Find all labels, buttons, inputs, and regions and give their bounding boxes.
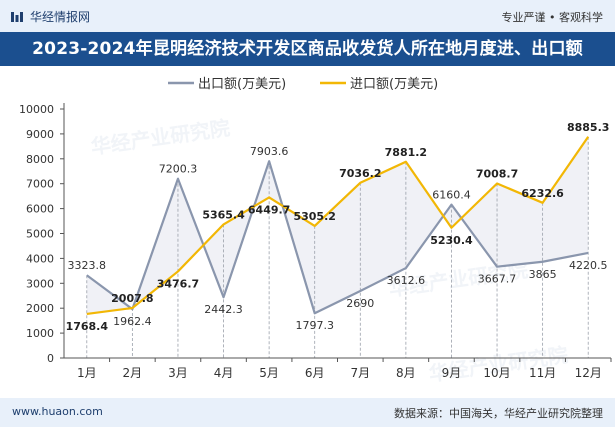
export-value-label: 4220.5 (569, 259, 608, 272)
import-value-label: 3476.7 (157, 277, 199, 290)
title-bar: 2023-2024年昆明经济技术开发区商品收发货人所在地月度进、出口额 (0, 32, 615, 66)
y-tick-label: 2000 (26, 302, 54, 315)
x-tick-label: 10月 (483, 366, 510, 380)
y-tick-label: 1000 (26, 327, 54, 340)
import-value-label: 7036.2 (339, 167, 381, 180)
export-value-label: 1962.4 (113, 315, 152, 328)
import-value-label: 1768.4 (66, 320, 109, 333)
import-value-label: 5230.4 (430, 234, 473, 247)
brand-logo-icon (11, 11, 23, 22)
y-tick-label: 5000 (26, 228, 54, 241)
gap-area (86, 136, 589, 314)
export-line (86, 160, 589, 315)
import-value-label: 8885.3 (567, 121, 609, 134)
watermark-text: 华经产业研究院 (89, 116, 231, 159)
export-value-label: 2690 (346, 297, 374, 310)
export-value-label: 1797.3 (295, 319, 334, 332)
export-value-label: 3612.6 (387, 274, 426, 287)
line-chart: 华经产业研究院华经产业研究院华经产业研究院0100020003000400050… (19, 77, 612, 386)
brand-name: 华经情报网 (30, 10, 91, 24)
tagline: 专业严谨 • 客观科学 (501, 11, 603, 24)
export-value-label: 3323.8 (68, 259, 107, 272)
x-tick-label: 1月 (77, 366, 97, 380)
top-bar: 华经情报网 专业严谨 • 客观科学 (0, 0, 615, 32)
export-value-label: 6160.4 (432, 189, 471, 202)
x-tick-label: 9月 (442, 366, 462, 380)
data-source: 数据来源：中国海关，华经产业研究院整理 (394, 407, 603, 420)
y-tick-label: 8000 (26, 153, 54, 166)
footer-bar: www.huaon.com 数据来源：中国海关，华经产业研究院整理 (0, 398, 615, 427)
export-value-label: 3865 (529, 268, 557, 281)
x-tick-label: 8月 (396, 366, 416, 380)
import-value-label: 2007.8 (111, 292, 153, 305)
y-tick-label: 9000 (26, 128, 54, 141)
export-value-label: 2442.3 (204, 303, 243, 316)
y-tick-label: 3000 (26, 277, 54, 290)
x-tick-label: 6月 (305, 366, 325, 380)
x-tick-label: 12月 (575, 366, 602, 380)
website-link[interactable]: www.huaon.com (12, 405, 103, 418)
import-value-label: 7881.2 (385, 146, 427, 159)
legend-label-import: 进口额(万美元) (350, 77, 438, 92)
x-tick-label: 2月 (123, 366, 143, 380)
x-tick-label: 3月 (168, 366, 188, 380)
brand: 华经情报网 (10, 8, 90, 25)
x-tick-label: 5月 (259, 366, 279, 380)
export-value-label: 7903.6 (250, 145, 289, 158)
y-tick-label: 7000 (26, 178, 54, 191)
x-tick-label: 4月 (214, 366, 234, 380)
y-tick-label: 10000 (19, 103, 54, 116)
import-value-label: 7008.7 (476, 167, 518, 180)
chart-title: 2023-2024年昆明经济技术开发区商品收发货人所在地月度进、出口额 (32, 39, 583, 59)
y-tick-label: 0 (47, 352, 54, 365)
x-tick-label: 11月 (529, 366, 556, 380)
y-tick-label: 6000 (26, 203, 54, 216)
legend-label-export: 出口额(万美元) (198, 77, 286, 92)
import-value-label: 6232.6 (521, 187, 564, 200)
import-value-label: 5365.4 (202, 208, 245, 221)
export-value-label: 7200.3 (159, 163, 198, 176)
x-tick-label: 7月 (350, 366, 370, 380)
export-value-label: 3667.7 (478, 273, 517, 286)
import-value-label: 6449.7 (248, 203, 290, 216)
import-line (86, 136, 590, 316)
import-value-label: 5305.2 (293, 210, 335, 223)
y-tick-label: 4000 (26, 252, 54, 265)
